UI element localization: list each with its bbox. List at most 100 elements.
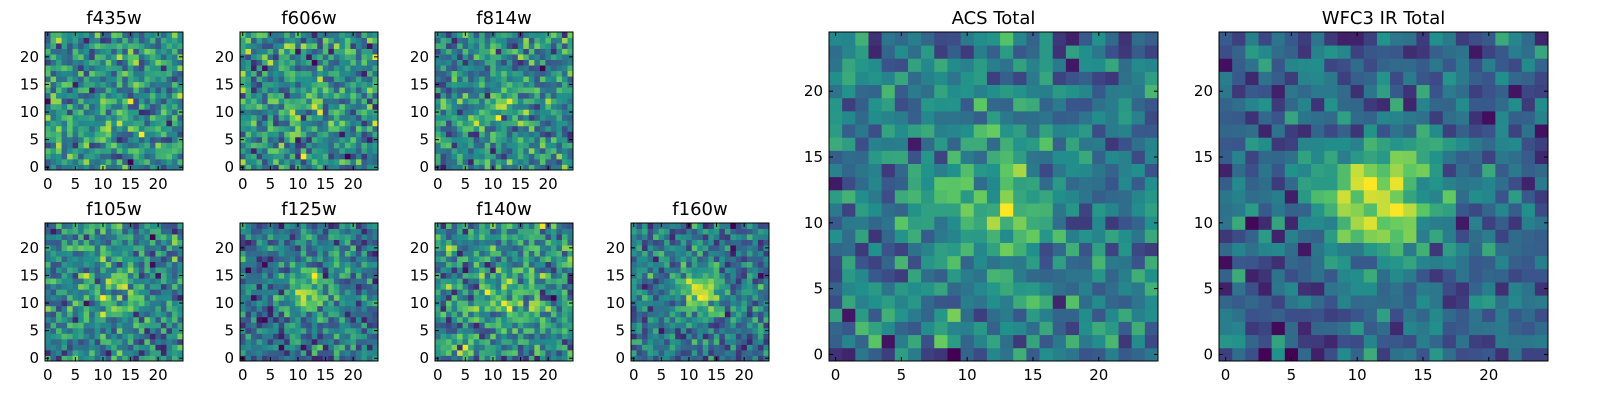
heatmap-cell [1144, 295, 1159, 309]
heatmap-cell [89, 158, 96, 165]
heatmap-cell [686, 256, 693, 263]
heatmap-cell [317, 81, 324, 88]
heatmap-cell [56, 316, 62, 323]
heatmap-cell [333, 278, 340, 285]
heatmap-cell [166, 136, 173, 143]
heatmap-cell [829, 268, 843, 283]
heatmap-cell [61, 239, 68, 246]
heatmap-cell [122, 54, 129, 60]
heatmap-cell [523, 344, 530, 351]
heatmap-cell [495, 65, 502, 72]
heatmap-cell [350, 289, 357, 296]
heatmap-cell [267, 349, 274, 356]
heatmap-cell [1131, 216, 1146, 230]
heatmap-cell [653, 344, 659, 351]
heatmap-cell [484, 164, 491, 171]
heatmap-cell [451, 261, 458, 268]
heatmap-cell [1118, 216, 1133, 230]
heatmap-cell [539, 305, 546, 312]
heatmap-cell [440, 70, 447, 77]
heatmap-cell [350, 267, 357, 274]
heatmap-cell [440, 98, 447, 105]
heatmap-cell [322, 48, 329, 55]
heatmap-cell [267, 131, 274, 138]
heatmap-cell [451, 305, 458, 312]
heatmap-cell [550, 239, 557, 246]
heatmap-cell [344, 300, 351, 307]
heatmap-cell [534, 43, 541, 49]
heatmap-cell [1000, 347, 1014, 362]
heatmap-cell [317, 103, 324, 110]
heatmap-cell [89, 43, 96, 49]
heatmap-cell [273, 294, 280, 301]
heatmap-cell [350, 294, 357, 301]
heatmap-cell [339, 223, 346, 229]
heatmap-cell [289, 48, 296, 55]
heatmap-cell [468, 349, 475, 356]
heatmap-cell [435, 120, 441, 127]
heatmap-cell [295, 278, 302, 285]
heatmap-cell [724, 300, 731, 307]
heatmap-cell [664, 245, 671, 251]
heatmap-cell [517, 147, 524, 154]
heatmap-cell [708, 322, 715, 329]
heatmap-cell [171, 125, 178, 132]
heatmap-cell [300, 59, 307, 66]
heatmap-cell [372, 70, 379, 77]
heatmap-cell [177, 261, 184, 268]
heatmap-cell [446, 250, 452, 257]
heatmap-cell [328, 305, 335, 312]
heatmap-cell [328, 267, 335, 274]
heatmap-cell [468, 65, 475, 72]
y-tick-label: 20 [606, 239, 625, 257]
heatmap-cell [245, 294, 252, 301]
heatmap-cell [138, 70, 145, 77]
heatmap-cell [1026, 321, 1040, 336]
heatmap-cell [457, 131, 463, 138]
heatmap-cell [512, 109, 519, 116]
y-tick-label: 15 [20, 75, 39, 93]
heatmap-cell [138, 109, 145, 116]
heatmap-cell [155, 76, 162, 83]
heatmap-cell [256, 87, 263, 94]
heatmap-cell [262, 87, 268, 94]
heatmap-cell [56, 250, 62, 257]
heatmap-cell [855, 203, 869, 217]
heatmap-cell [473, 103, 480, 110]
heatmap-cell [440, 164, 447, 171]
heatmap-cell [746, 261, 753, 268]
heatmap-cell [561, 48, 568, 55]
heatmap-cell [724, 272, 731, 279]
heatmap-cell [534, 267, 541, 274]
heatmap-cell [658, 305, 665, 312]
heatmap-cell [490, 76, 497, 83]
heatmap-cell [653, 272, 659, 279]
heatmap-cell [166, 48, 173, 55]
heatmap-cell [556, 59, 563, 66]
heatmap-cell [144, 109, 151, 116]
heatmap-cell [355, 32, 362, 38]
heatmap-cell [556, 43, 563, 49]
heatmap-cell [262, 76, 268, 83]
heatmap-cell [517, 109, 524, 116]
heatmap-cell [105, 344, 112, 351]
heatmap-cell [752, 234, 759, 240]
heatmap-cell [56, 81, 62, 88]
heatmap-cell [105, 142, 112, 149]
heatmap-cell [1131, 308, 1146, 322]
heatmap-cell [322, 289, 329, 296]
heatmap-cell [730, 322, 737, 329]
heatmap-cell [1000, 282, 1014, 296]
heatmap-cell [523, 142, 530, 149]
heatmap-cell [528, 142, 535, 149]
heatmap-cell [986, 282, 1001, 296]
heatmap-cell [561, 153, 568, 160]
heatmap-cell [440, 158, 447, 165]
heatmap-cell [160, 338, 167, 345]
heatmap-cell [468, 125, 475, 132]
heatmap-cell [506, 250, 513, 257]
x-tick-label: 0 [433, 366, 443, 384]
heatmap-cell [328, 283, 335, 290]
heatmap-cell [94, 311, 101, 318]
heatmap-cell [556, 267, 563, 274]
